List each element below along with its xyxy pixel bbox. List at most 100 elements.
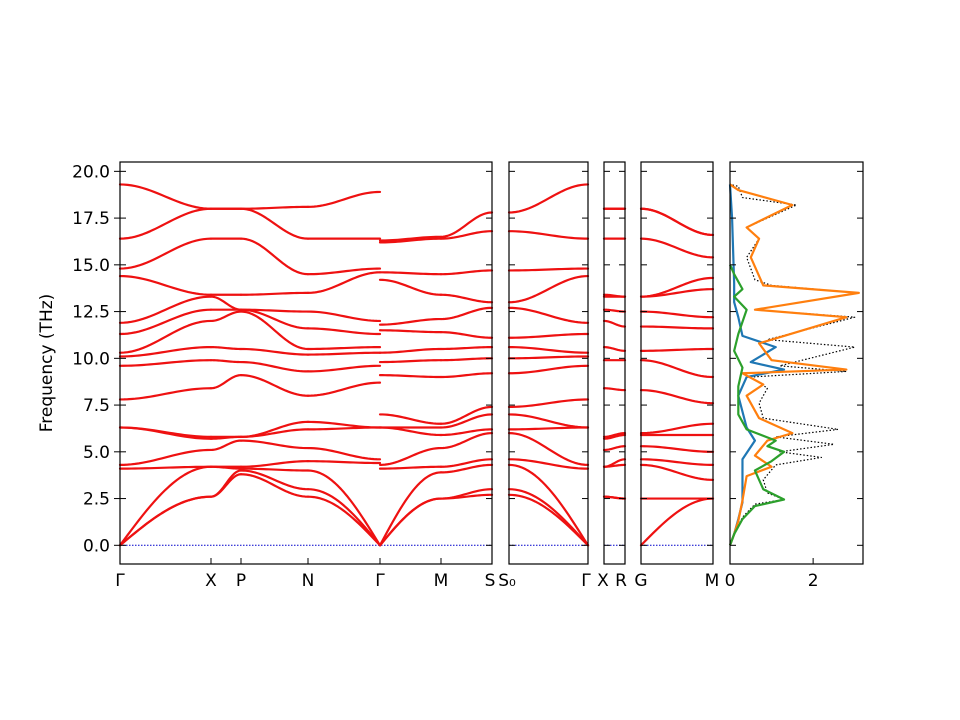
x-tick-label: N — [302, 571, 315, 591]
dos-series-line — [728, 184, 786, 546]
band-line — [306, 446, 382, 461]
band-line — [118, 308, 213, 336]
dos-series-line — [729, 183, 860, 546]
band-line — [439, 293, 494, 304]
band-line — [602, 458, 627, 468]
band-line — [378, 465, 443, 470]
x-tick-label: Γ — [581, 571, 591, 591]
band-line — [378, 426, 443, 437]
band-line — [118, 448, 213, 466]
band-line — [306, 267, 382, 276]
band-line — [209, 439, 243, 452]
y-tick-label: 15.0 — [72, 256, 110, 276]
band-line — [639, 207, 715, 237]
band-line — [507, 413, 590, 429]
band-line — [439, 463, 494, 474]
band-line — [602, 433, 627, 440]
band-line — [306, 271, 382, 294]
band-line — [239, 469, 310, 491]
band-line — [507, 398, 590, 409]
band-line — [378, 413, 443, 425]
band-line — [239, 420, 310, 438]
band-line — [378, 317, 443, 326]
band-line — [239, 374, 310, 397]
band-panel-2: S₀ Γ — [498, 161, 591, 591]
band-line — [639, 359, 715, 379]
y-tick-label: 17.5 — [72, 209, 110, 229]
panel-frame — [603, 161, 626, 565]
band-line — [239, 207, 310, 240]
band-line — [378, 374, 443, 379]
band-line — [306, 460, 382, 465]
band-line — [378, 329, 443, 334]
band-line — [378, 471, 443, 547]
band-line — [507, 274, 590, 304]
band-line — [118, 183, 213, 210]
band-line — [639, 389, 715, 405]
band-line — [439, 357, 494, 362]
band-line — [239, 308, 310, 330]
band-line — [639, 497, 715, 547]
x-tick-label: X — [205, 571, 217, 591]
panel-frame — [508, 161, 589, 565]
band-line — [378, 235, 443, 242]
x-tick-label: M — [705, 571, 720, 591]
x-tick-label: P — [236, 571, 246, 591]
band-line — [209, 295, 243, 311]
band-line — [118, 295, 213, 324]
x-tick-label: G — [634, 571, 647, 591]
band-line — [507, 267, 590, 272]
band-line — [209, 469, 243, 498]
band-line — [507, 230, 590, 240]
dos-series-line — [728, 183, 860, 546]
band-line — [118, 387, 213, 401]
band-line — [118, 274, 213, 296]
band-line — [507, 458, 590, 470]
y-tick-label: 10.0 — [72, 349, 110, 369]
band-line — [306, 346, 382, 351]
band-line — [378, 497, 443, 547]
band-line — [439, 372, 494, 379]
dos-series-line — [728, 264, 786, 546]
band-line — [239, 460, 310, 468]
band-line — [118, 465, 213, 547]
band-line — [507, 332, 590, 339]
x-tick-label: Γ — [375, 571, 385, 591]
x-tick-label: X — [597, 571, 609, 591]
band-line — [378, 359, 443, 364]
y-axis: 0.0 2.5 5.0 7.5 10.0 12.5 15.0 17.5 20.0 — [72, 162, 120, 556]
band-line — [118, 319, 213, 354]
band-line — [602, 319, 627, 328]
band-line — [239, 310, 310, 351]
band-line — [602, 445, 627, 452]
band-line — [239, 439, 310, 450]
band-line — [639, 325, 715, 330]
band-line — [639, 276, 715, 298]
band-line — [439, 432, 494, 450]
band-line — [378, 237, 443, 244]
y-tick-label: 2.5 — [83, 490, 110, 510]
band-line — [378, 271, 443, 276]
band-line — [507, 306, 590, 324]
band-line — [602, 387, 627, 392]
band-line — [239, 291, 310, 296]
band-line — [439, 346, 494, 351]
band-line — [239, 205, 310, 210]
band-line — [239, 308, 310, 313]
band-line — [639, 463, 715, 481]
band-line — [507, 183, 590, 214]
band-line — [439, 230, 494, 240]
band-line — [507, 463, 590, 547]
band-line — [239, 467, 310, 472]
band-line — [602, 432, 627, 438]
x-tick-label: S — [485, 571, 496, 591]
band-line — [239, 473, 310, 498]
band-line — [439, 488, 494, 500]
y-tick-label: 7.5 — [83, 396, 110, 416]
x-tick-label: Γ — [115, 571, 125, 591]
band-line — [439, 458, 494, 468]
band-line — [306, 381, 382, 397]
